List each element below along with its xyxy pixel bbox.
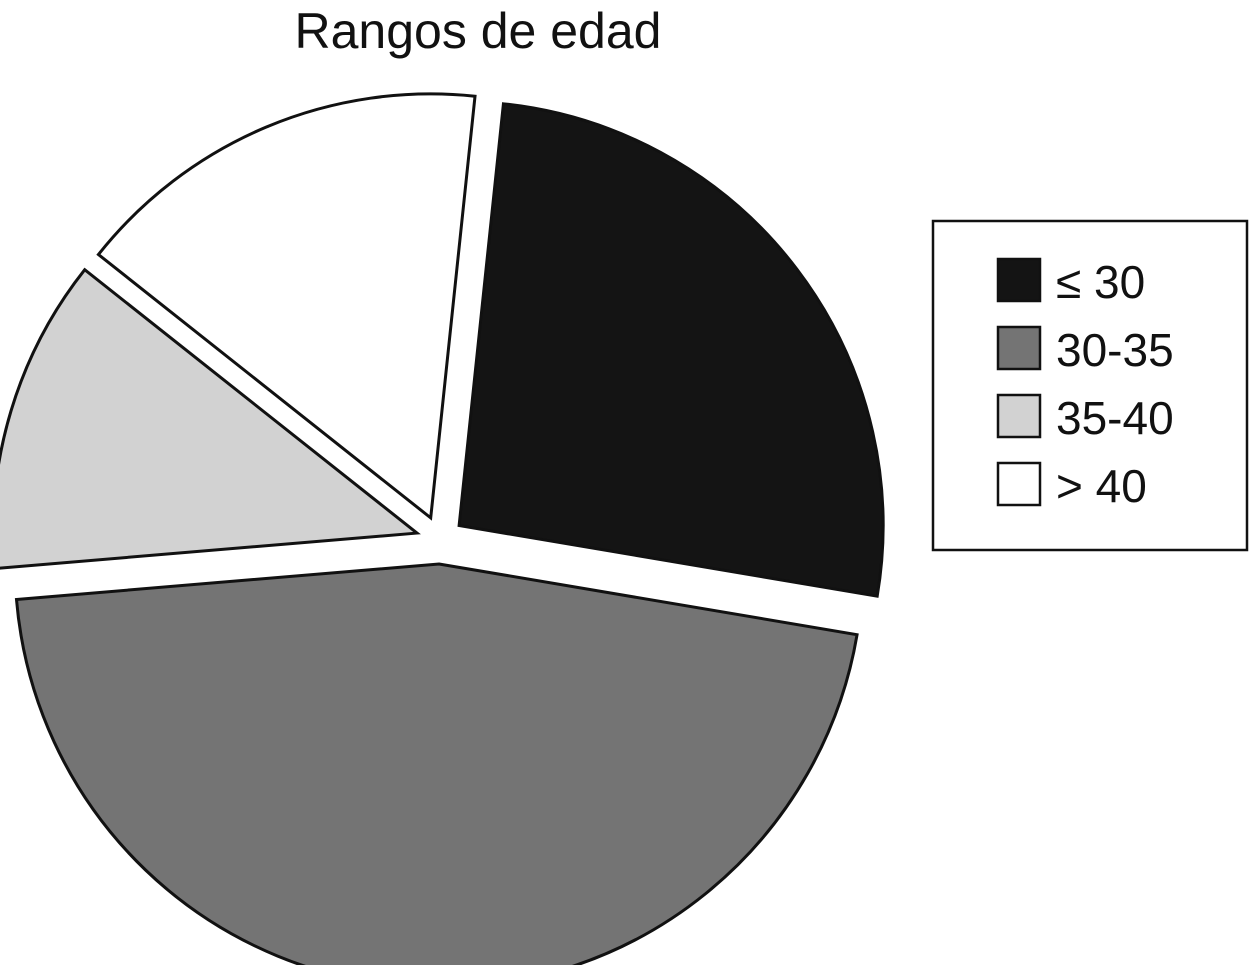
- legend-label-3: 35-40: [1056, 392, 1174, 444]
- pie-slice-1: [457, 102, 885, 598]
- legend-swatch-2: [996, 325, 1042, 371]
- legend-label-4: > 40: [1056, 460, 1147, 512]
- pie-slice-3: [0, 267, 421, 570]
- legend: ≤ 30 30-35 35-40 > 40: [931, 219, 1249, 552]
- pie-slice-2: [14, 562, 859, 965]
- legend-label-2: 30-35: [1056, 324, 1174, 376]
- legend-swatch-3: [996, 393, 1042, 439]
- legend-label-1: ≤ 30: [1056, 256, 1145, 308]
- pie-slices: [0, 92, 885, 965]
- legend-frame: [931, 219, 1249, 552]
- chart-title: Rangos de edad: [295, 3, 662, 59]
- pie-slice-4: [96, 92, 477, 521]
- legend-swatch-4: [996, 461, 1042, 507]
- legend-swatch-1: [996, 257, 1042, 303]
